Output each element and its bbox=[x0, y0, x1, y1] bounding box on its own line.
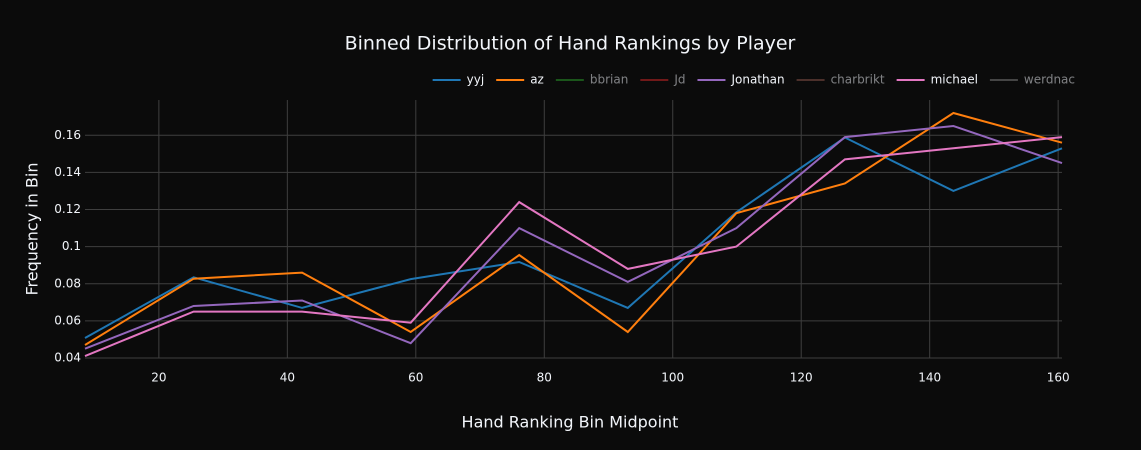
x-tick-label: 140 bbox=[918, 371, 941, 385]
legend-label: Jd bbox=[673, 73, 685, 87]
x-tick-label: 40 bbox=[280, 371, 295, 385]
y-tick-label: 0.16 bbox=[54, 128, 81, 142]
x-tick-label: 80 bbox=[537, 371, 552, 385]
y-tick-label: 0.1 bbox=[62, 239, 81, 253]
x-axis-title: Hand Ranking Bin Midpoint bbox=[462, 413, 679, 432]
legend-item[interactable]: Jd bbox=[640, 73, 685, 87]
x-tick-label: 160 bbox=[1047, 371, 1070, 385]
series-line bbox=[84, 136, 1063, 339]
legend-item[interactable]: bbrian bbox=[555, 73, 628, 87]
legend-label: charbrikt bbox=[831, 73, 885, 87]
y-tick-label: 0.14 bbox=[54, 165, 81, 179]
legend-item[interactable]: michael bbox=[896, 73, 978, 87]
x-tick-label: 120 bbox=[790, 371, 813, 385]
y-tick-label: 0.04 bbox=[54, 351, 81, 365]
x-tick-label: 60 bbox=[408, 371, 423, 385]
legend-label: werdnac bbox=[1024, 73, 1075, 87]
legend-item[interactable]: charbrikt bbox=[796, 73, 885, 87]
legend-label: michael bbox=[931, 73, 978, 87]
y-tick-label: 0.08 bbox=[54, 276, 81, 290]
plot-lines bbox=[84, 111, 1063, 358]
x-tick-label: 100 bbox=[661, 371, 684, 385]
y-tick-label: 0.12 bbox=[54, 202, 81, 216]
legend-label: az bbox=[530, 73, 544, 87]
grid: 0.04 0.06 0.08 0.1 0.12 0.14 0.16 20 40 60 80 100 12… bbox=[54, 100, 1070, 385]
legend-label: yyj bbox=[467, 73, 485, 87]
legend: yyj az bbrian Jd Jonathan charbrikt michael wer… bbox=[432, 73, 1075, 87]
y-axis-title: Frequency in Bin bbox=[23, 163, 42, 296]
legend-label: Jonathan bbox=[730, 73, 784, 87]
series-line bbox=[84, 124, 1063, 350]
chart-title: Binned Distribution of Hand Rankings by … bbox=[345, 33, 796, 55]
series-line bbox=[84, 136, 1063, 358]
x-tick-label: 20 bbox=[151, 371, 166, 385]
y-tick-label: 0.06 bbox=[54, 313, 81, 327]
series-line bbox=[84, 111, 1063, 346]
legend-item[interactable]: Jonathan bbox=[697, 73, 785, 87]
legend-item[interactable]: werdnac bbox=[989, 73, 1075, 87]
legend-item[interactable]: yyj bbox=[432, 73, 485, 87]
legend-item[interactable]: az bbox=[496, 73, 544, 87]
legend-label: bbrian bbox=[590, 73, 628, 87]
